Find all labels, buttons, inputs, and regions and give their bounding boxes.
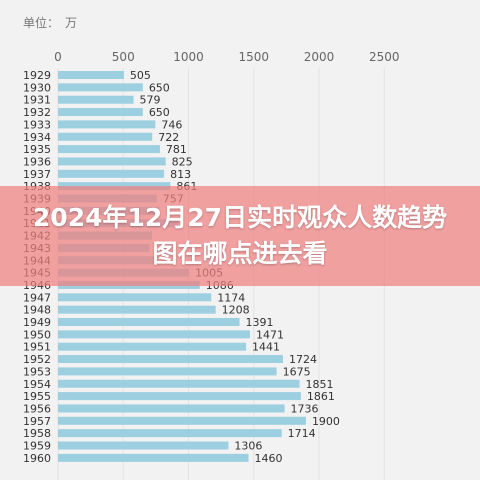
category-label: 1958 — [23, 427, 51, 440]
data-label: 1861 — [307, 390, 335, 403]
data-label: 1900 — [312, 415, 340, 428]
data-label: 825 — [172, 155, 193, 168]
bar — [58, 429, 282, 438]
unit-label: 单位： 万 — [23, 14, 83, 31]
category-label: 1957 — [23, 415, 51, 428]
bar — [58, 367, 277, 376]
data-label: 1174 — [217, 291, 245, 304]
category-label: 1960 — [23, 452, 51, 465]
category-label: 1959 — [23, 440, 51, 453]
x-tick-label: 0 — [54, 50, 62, 64]
bar — [58, 132, 153, 141]
data-label: 1736 — [291, 402, 319, 415]
bar — [58, 83, 143, 92]
category-label: 1932 — [23, 106, 51, 119]
title-banner: 2024年12月27日实时观众人数趋势图在哪点进去看 — [0, 186, 480, 286]
bar — [58, 169, 165, 178]
category-label: 1933 — [23, 118, 51, 131]
x-tick-label: 2500 — [369, 50, 400, 64]
bar — [58, 330, 250, 339]
unit-value: 万 — [65, 16, 78, 30]
category-label: 1950 — [23, 328, 51, 341]
bar — [58, 441, 229, 450]
data-label: 1391 — [246, 316, 274, 329]
bar — [58, 305, 216, 314]
data-label: 1675 — [283, 365, 311, 378]
data-label: 746 — [161, 118, 182, 131]
category-label: 1951 — [23, 341, 51, 354]
data-label: 781 — [166, 143, 187, 156]
category-label: 1952 — [23, 353, 51, 366]
category-label: 1931 — [23, 94, 51, 107]
data-label: 1460 — [255, 452, 283, 465]
data-label: 650 — [149, 81, 170, 94]
x-tick-label: 500 — [112, 50, 135, 64]
data-label: 1724 — [289, 353, 317, 366]
bar — [58, 318, 240, 326]
bar — [58, 157, 166, 166]
data-label: 722 — [158, 131, 179, 144]
category-label: 1930 — [23, 81, 51, 94]
category-label: 1953 — [23, 365, 51, 378]
category-label: 1936 — [23, 155, 51, 168]
category-label: 1955 — [23, 390, 51, 403]
bar — [58, 404, 285, 413]
x-tick-label: 1000 — [173, 50, 204, 64]
bar — [58, 120, 156, 129]
category-label: 1956 — [23, 402, 51, 415]
bar — [58, 95, 134, 104]
category-label: 1948 — [23, 304, 51, 317]
category-label: 1929 — [23, 69, 51, 82]
bar — [58, 293, 212, 302]
category-label: 1947 — [23, 291, 51, 304]
data-label: 813 — [170, 168, 191, 181]
category-label: 1937 — [23, 168, 51, 181]
data-label: 505 — [130, 69, 151, 82]
bar — [58, 453, 249, 462]
bar — [58, 145, 160, 154]
data-label: 1441 — [252, 341, 280, 354]
data-label: 1851 — [306, 378, 334, 391]
data-label: 579 — [140, 94, 161, 107]
banner-title: 2024年12月27日实时观众人数趋势图在哪点进去看 — [32, 203, 448, 268]
category-label: 1954 — [23, 378, 51, 391]
data-label: 1471 — [256, 328, 284, 341]
x-tick-label: 2000 — [304, 50, 335, 64]
bar — [58, 71, 124, 79]
bar — [58, 355, 283, 364]
bar — [58, 416, 306, 425]
category-label: 1934 — [23, 131, 51, 144]
bar — [58, 342, 247, 351]
data-label: 650 — [149, 106, 170, 119]
bar — [58, 108, 143, 117]
data-label: 1714 — [288, 427, 316, 440]
bar — [58, 392, 301, 401]
data-label: 1306 — [234, 440, 262, 453]
unit-prefix: 单位： — [23, 16, 60, 30]
category-label: 1949 — [23, 316, 51, 329]
data-label: 1208 — [222, 304, 250, 317]
category-label: 1935 — [23, 143, 51, 156]
bar — [58, 379, 300, 388]
x-tick-label: 1500 — [238, 50, 269, 64]
